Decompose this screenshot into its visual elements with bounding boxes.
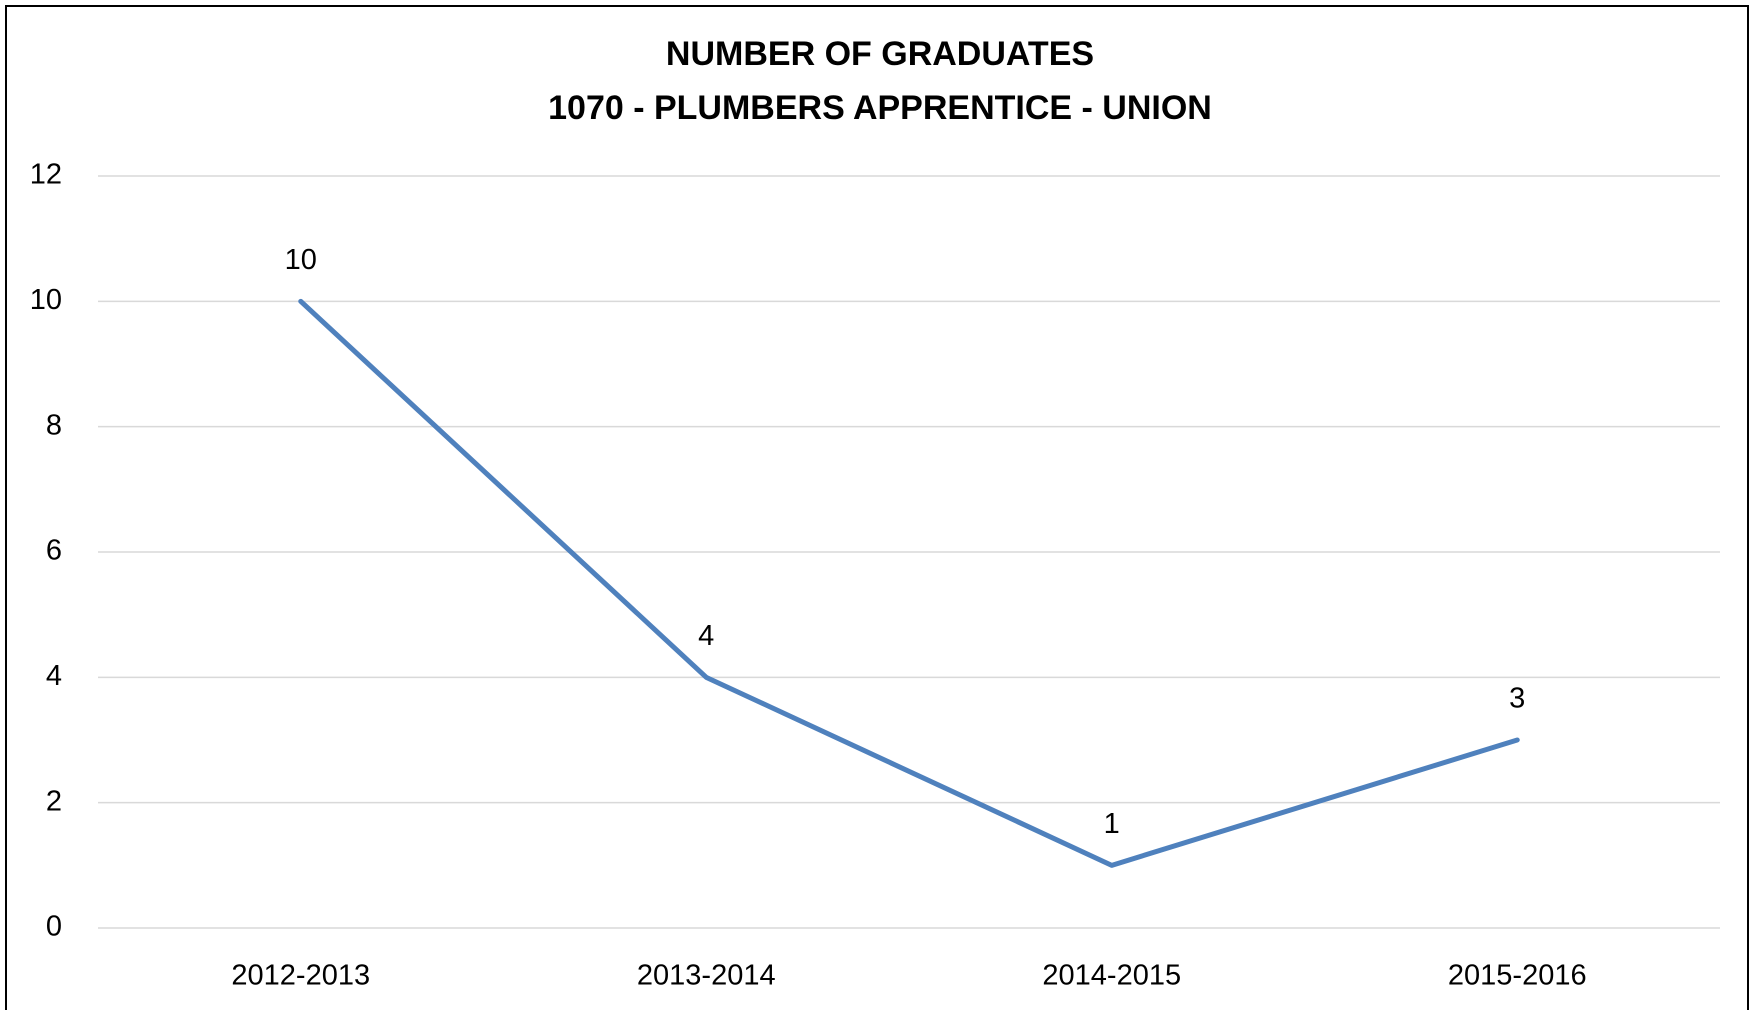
line-series [298, 298, 1520, 868]
x-tick-label: 2015-2016 [1448, 960, 1587, 992]
data-label: 3 [1509, 683, 1525, 715]
chart-subtitle: 1070 - PLUMBERS APPRENTICE - UNION [548, 89, 1212, 127]
y-tick-label: 2 [46, 785, 62, 817]
y-tick-label: 8 [46, 409, 62, 441]
y-tick-label: 6 [46, 535, 62, 567]
x-tick-label: 2013-2014 [637, 960, 776, 992]
data-label: 1 [1104, 808, 1120, 840]
x-tick-label: 2014-2015 [1042, 960, 1181, 992]
x-tick-label: 2012-2013 [231, 960, 370, 992]
chart-border [5, 5, 1749, 1010]
data-label: 4 [698, 620, 714, 652]
y-tick-label: 4 [46, 660, 62, 692]
y-tick-label: 12 [30, 159, 62, 191]
chart-title: NUMBER OF GRADUATES [666, 35, 1094, 73]
data-label: 10 [285, 244, 317, 276]
y-tick-label: 10 [30, 284, 62, 316]
y-tick-label: 0 [46, 911, 62, 943]
